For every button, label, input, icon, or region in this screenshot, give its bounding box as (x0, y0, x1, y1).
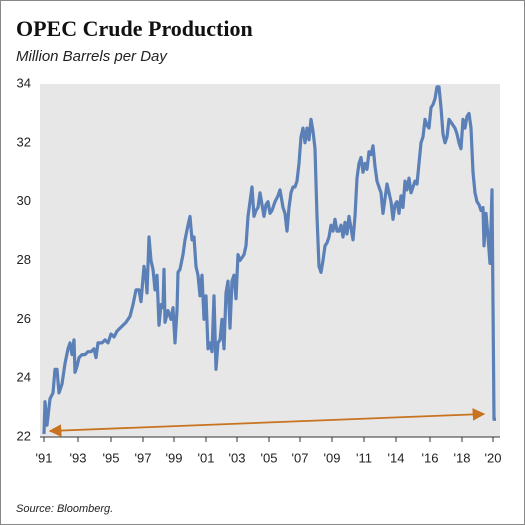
x-tick-label: '97 (135, 450, 152, 465)
x-tick-label: '99 (166, 450, 183, 465)
x-tick-label: '11 (356, 450, 372, 465)
x-tick-label: '01 (198, 450, 215, 465)
source: Source: Bloomberg. (16, 503, 113, 515)
x-tick-label: '91 (36, 450, 53, 465)
y-tick-label: 34 (17, 75, 31, 90)
arrow (48, 408, 486, 437)
y-tick-label: 24 (17, 370, 31, 385)
x-tick-label: '09 (324, 450, 341, 465)
x-tick-label: '14 (388, 450, 405, 465)
x-tick-label: '07 (292, 450, 309, 465)
chart-title: OPEC Crude Production (16, 16, 253, 41)
y-tick-label: 28 (17, 252, 31, 267)
y-tick-label: 26 (17, 311, 31, 326)
y-tick-label: 30 (17, 193, 31, 208)
x-tick-label: '20 (485, 450, 502, 465)
x-tick-label: '16 (422, 450, 439, 465)
chart-subtitle: Million Barrels per Day (16, 48, 168, 65)
y-tick-label: 22 (17, 428, 31, 443)
y-tick-label: 32 (17, 134, 31, 149)
plot-area (40, 84, 500, 437)
x-tick-label: '95 (103, 450, 120, 465)
x-tick-label: '03 (229, 450, 246, 465)
x-tick-label: '93 (70, 450, 87, 465)
series-line (42, 85, 496, 435)
x-tick-label: '05 (261, 450, 278, 465)
x-tick-label: '18 (454, 450, 471, 465)
